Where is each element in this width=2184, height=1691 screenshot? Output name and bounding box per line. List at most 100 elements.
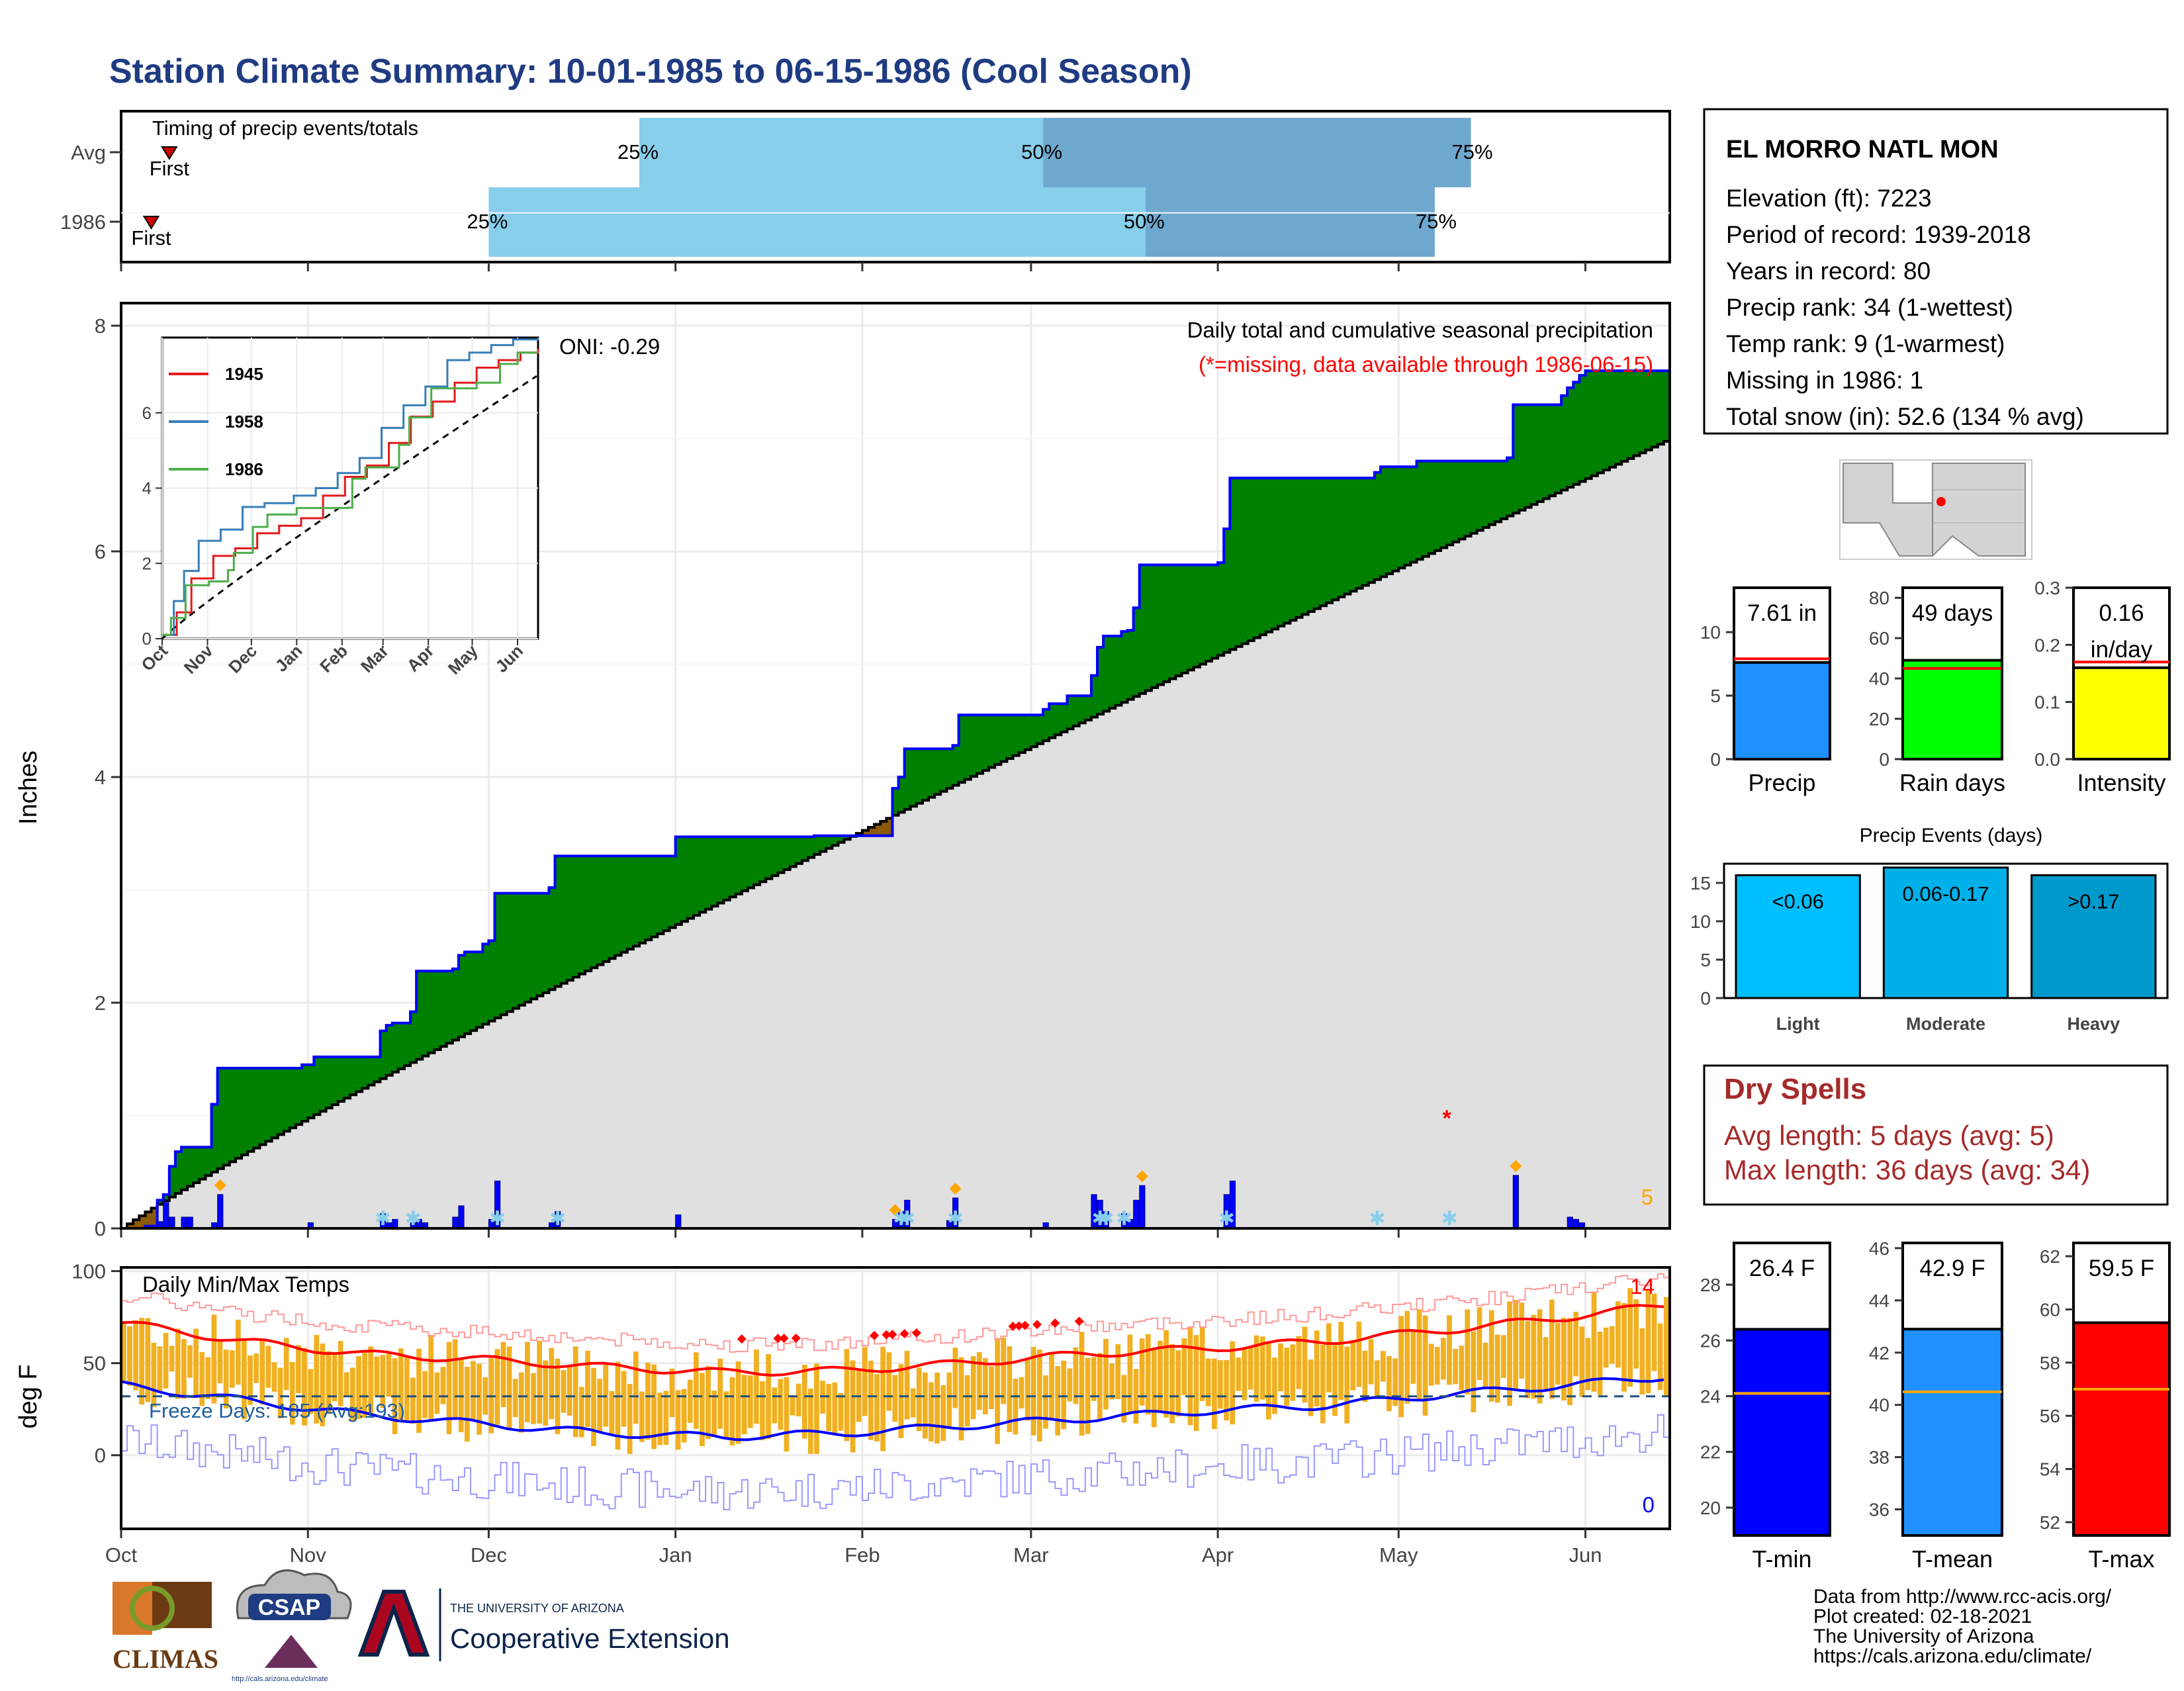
record-high-marker bbox=[1032, 1320, 1042, 1330]
daily-temp-range-bar bbox=[1163, 1330, 1169, 1418]
temp-ylabel: deg F bbox=[15, 1364, 42, 1428]
daily-temp-range-bar bbox=[886, 1352, 892, 1411]
daily-temp-range-bar bbox=[1181, 1338, 1187, 1395]
daily-temp-range-bar bbox=[1609, 1326, 1615, 1364]
timing-bar-25-50 bbox=[488, 187, 1146, 257]
daily-temp-range-bar bbox=[416, 1349, 422, 1433]
daily-temp-range-bar bbox=[1657, 1323, 1663, 1391]
t-mean-y-tick-label: 36 bbox=[1869, 1500, 1889, 1520]
events-bar bbox=[2030, 874, 2157, 999]
daily-temp-range-bar bbox=[1024, 1359, 1030, 1421]
station-info-line: Elevation (ft): 7223 bbox=[1726, 185, 1932, 212]
timing-p75-label: 75% bbox=[1452, 140, 1493, 163]
daily-temp-range-bar bbox=[205, 1357, 211, 1399]
daily-temp-range-bar bbox=[669, 1368, 675, 1418]
dry-spells-box: Dry Spells Avg length: 5 days (avg: 5) M… bbox=[1703, 1064, 2169, 1206]
daily-temp-range-bar bbox=[1459, 1346, 1465, 1391]
t-min-category-label: T-min bbox=[1752, 1545, 1812, 1573]
daily-temp-range-bar bbox=[1079, 1332, 1085, 1436]
t-min-y-tick-label: 22 bbox=[1700, 1442, 1721, 1463]
daily-temp-range-bar bbox=[1007, 1346, 1013, 1432]
daily-temp-range-bar bbox=[1278, 1343, 1283, 1392]
daily-temp-range-bar bbox=[1597, 1331, 1603, 1395]
daily-temp-range-bar bbox=[1265, 1344, 1271, 1420]
daily-temp-range-bar bbox=[549, 1348, 555, 1420]
daily-precip-bar bbox=[1133, 1199, 1140, 1229]
ua-large-text: Cooperative Extension bbox=[450, 1623, 730, 1654]
daily-temp-range-bar bbox=[1356, 1321, 1362, 1387]
inset-lines bbox=[161, 338, 539, 640]
daily-temp-range-bar bbox=[1441, 1338, 1446, 1380]
record-high-marker bbox=[1050, 1318, 1060, 1328]
observed-cumulative-line bbox=[121, 369, 1670, 1230]
precip-y-tick-label: 0 bbox=[95, 1217, 106, 1240]
daily-temp-range-bar bbox=[675, 1390, 681, 1450]
precip-yaxis: 0 2 4 6 8 bbox=[95, 314, 1587, 1240]
daily-temp-range-bar bbox=[253, 1353, 259, 1383]
daily-temp-range-bar bbox=[1302, 1326, 1308, 1403]
heavy-event-marker bbox=[949, 1182, 962, 1195]
daily-temp-range-bar bbox=[452, 1339, 458, 1419]
record-low-line bbox=[121, 1414, 1670, 1510]
daily-temp-range-bar bbox=[1103, 1339, 1109, 1410]
daily-temp-range-bar bbox=[1633, 1299, 1639, 1369]
daily-temp-range-bar bbox=[338, 1341, 343, 1406]
daily-temp-range-bar bbox=[217, 1340, 223, 1384]
snow-marker: ✱ bbox=[899, 1208, 915, 1230]
daily-temp-range-bar bbox=[1230, 1341, 1236, 1425]
daily-temp-range-bar bbox=[1019, 1377, 1024, 1409]
temp-y-tick-label: 0 bbox=[95, 1444, 106, 1467]
daily-temp-range-bar bbox=[1133, 1369, 1139, 1424]
daily-temp-range-bar bbox=[1434, 1347, 1440, 1385]
daily-temp-range-bar bbox=[1567, 1318, 1572, 1406]
month-x-label: Jun bbox=[1569, 1543, 1602, 1567]
footer-line: Plot created: 02-18-2021 bbox=[1813, 1606, 2032, 1627]
daily-temp-range-bar bbox=[410, 1377, 416, 1424]
daily-temp-range-bar bbox=[700, 1373, 705, 1447]
daily-temp-range-bar bbox=[1253, 1335, 1259, 1402]
record-high-marker bbox=[1020, 1320, 1030, 1330]
heavy-event-marker bbox=[889, 1204, 901, 1216]
daily-temp-range-bar bbox=[591, 1367, 596, 1446]
first-event-label: First bbox=[150, 157, 190, 180]
daily-precip-bar bbox=[1512, 1175, 1519, 1229]
daily-temp-range-bar bbox=[1416, 1309, 1422, 1400]
daily-temp-range-bar bbox=[374, 1356, 380, 1397]
daily-temp-range-bar bbox=[862, 1347, 868, 1416]
events-bar-label: >0.17 bbox=[2068, 890, 2119, 913]
daily-temp-range-bar bbox=[1248, 1347, 1253, 1390]
daily-temp-range-bar bbox=[1387, 1355, 1392, 1412]
month-x-label: Jan bbox=[659, 1543, 692, 1567]
daily-temp-range-bar bbox=[747, 1375, 753, 1428]
t-min-y-tick-label: 28 bbox=[1700, 1275, 1721, 1295]
record-high-marker bbox=[791, 1333, 801, 1343]
daily-temp-range-bar bbox=[1205, 1358, 1211, 1406]
daily-temp-range-bar bbox=[904, 1350, 910, 1420]
daily-temp-range-bar bbox=[434, 1372, 440, 1414]
daily-temp-range-bar bbox=[922, 1372, 928, 1439]
daily-temp-range-bar bbox=[151, 1342, 157, 1408]
daily-temp-range-bar bbox=[277, 1367, 283, 1419]
t-min-chart: 26.4 F 20 22 24 26 28 T-min bbox=[1700, 1242, 1831, 1573]
daily-temp-range-bar bbox=[223, 1349, 229, 1409]
daily-temp-range-bar bbox=[814, 1363, 819, 1454]
t-max-value-label: 59.5 F bbox=[2089, 1256, 2154, 1281]
station-location-dot bbox=[1936, 497, 1946, 506]
t-mean-y-tick-label: 38 bbox=[1869, 1447, 1889, 1468]
daily-temp-range-bar bbox=[1055, 1366, 1061, 1436]
daily-precip-bar bbox=[181, 1216, 187, 1229]
dry-spells-title: Dry Spells bbox=[1724, 1073, 1866, 1105]
daily-temp-range-bar bbox=[838, 1393, 844, 1431]
daily-temp-range-bar bbox=[916, 1367, 922, 1432]
daily-temp-range-bar bbox=[766, 1354, 771, 1440]
inset-series-line-1986 bbox=[162, 351, 538, 636]
daily-temp-range-bar bbox=[229, 1350, 235, 1388]
rain-days-y-tick-label: 20 bbox=[1869, 709, 1889, 729]
daily-temp-range-bar bbox=[1332, 1342, 1338, 1416]
t-max-chart: 59.5 F 52 54 56 58 60 62 T-max bbox=[2040, 1242, 2171, 1573]
daily-temp-range-bar bbox=[386, 1353, 392, 1397]
temp-yaxis: 0 50 100 bbox=[71, 1260, 121, 1467]
daily-precip-bar bbox=[392, 1218, 398, 1229]
